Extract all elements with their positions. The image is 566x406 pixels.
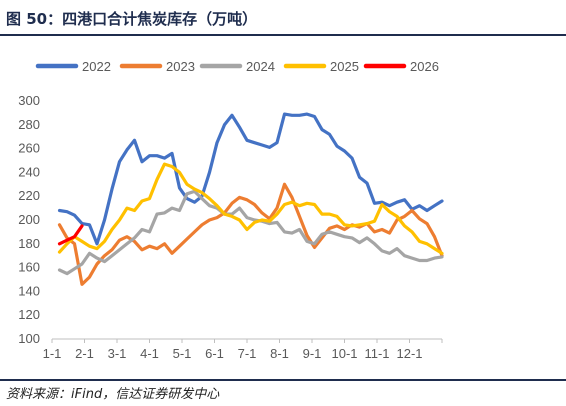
x-tick-label: 7-1 (238, 346, 257, 361)
y-tick-label: 260 (18, 141, 40, 156)
legend-label-2026: 2026 (410, 59, 439, 74)
x-tick-label: 8-1 (270, 346, 289, 361)
y-tick-label: 140 (18, 283, 40, 298)
legend-label-2025: 2025 (330, 59, 359, 74)
source-note: 资料来源：iFind，信达证券研发中心 (6, 387, 220, 402)
y-tick-label: 300 (18, 93, 40, 108)
x-tick-label: 12-1 (396, 346, 422, 361)
y-tick-label: 180 (18, 236, 40, 251)
y-tick-label: 240 (18, 164, 40, 179)
series-line-2023 (57, 182, 444, 286)
y-tick-label: 220 (18, 188, 40, 203)
x-tick-label: 11-1 (364, 346, 389, 361)
x-tick-label: 10-1 (331, 346, 357, 361)
plot-lines (57, 112, 444, 286)
x-axis: 1-1 2-1 3-1 4-1 5-1 6-1 7-1 8-1 9-1 10-1 11-1 12-1 (43, 338, 443, 361)
series-line-2022 (57, 112, 444, 246)
legend-label-2024: 2024 (246, 59, 275, 74)
x-tick-label: 1-1 (43, 346, 62, 361)
series-line-2025 (57, 162, 444, 255)
legend: 2022 2023 2024 2025 2026 (35, 59, 439, 74)
bottom-rule (0, 379, 566, 381)
figure-title: 图 50：四港口合计焦炭库存（万吨） (6, 10, 258, 28)
y-tick-label: 100 (18, 331, 40, 346)
y-tick-label: 280 (18, 117, 40, 132)
legend-label-2023: 2023 (166, 59, 195, 74)
series-line-2026 (57, 224, 84, 246)
line-chart: 2022 2023 2024 2025 2026 100 120 140 160 180 200 2… (18, 59, 444, 361)
y-tick-label: 120 (18, 307, 40, 322)
figure-header: 图 50：四港口合计焦炭库存（万吨） (0, 0, 566, 34)
legend-label-2022: 2022 (82, 59, 111, 74)
x-tick-label: 9-1 (303, 346, 322, 361)
x-tick-label: 5-1 (173, 346, 192, 361)
series-line-2024 (57, 189, 444, 276)
y-tick-label: 200 (18, 212, 40, 227)
x-tick-label: 3-1 (108, 346, 127, 361)
title-rule (0, 34, 566, 36)
y-tick-label: 160 (18, 260, 40, 275)
x-tick-label: 6-1 (205, 346, 224, 361)
x-tick-label: 4-1 (140, 346, 159, 361)
x-tick-label: 2-1 (75, 346, 94, 361)
y-axis: 100 120 140 160 180 200 220 240 260 280 300 (18, 93, 40, 346)
